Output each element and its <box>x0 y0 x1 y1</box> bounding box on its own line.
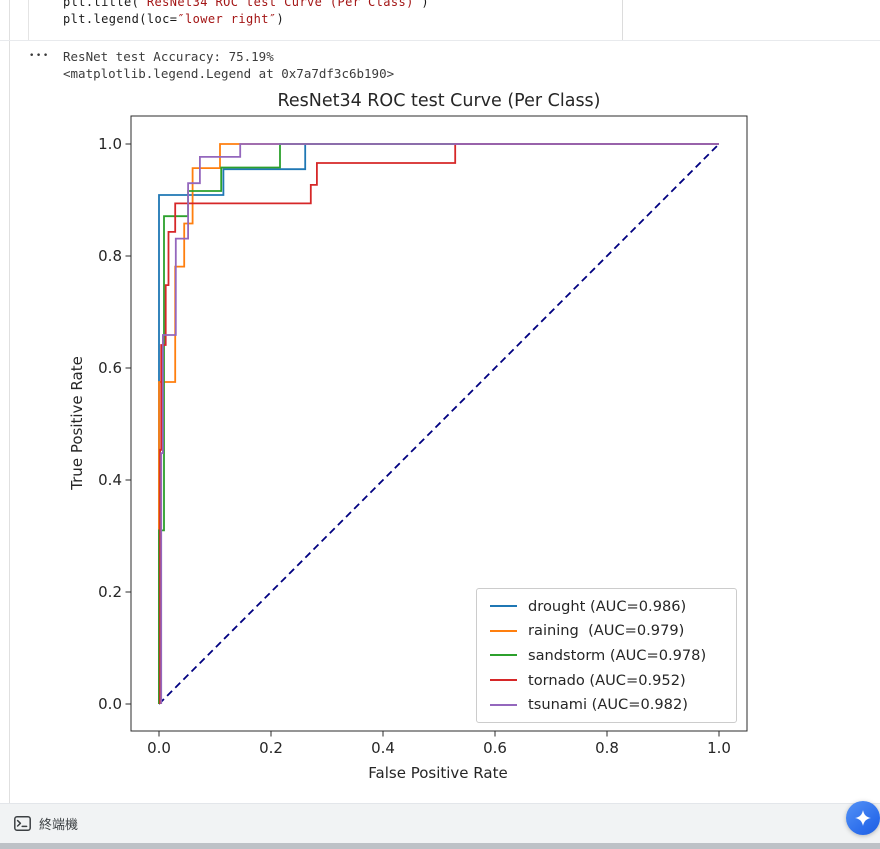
x-tick-label: 0.2 <box>259 739 283 757</box>
roc-curve-tornado <box>159 143 719 704</box>
x-axis-label: False Positive Rate <box>368 764 508 782</box>
chance-line <box>158 143 720 705</box>
chart-title: ResNet34 ROC test Curve (Per Class) <box>277 91 601 111</box>
legend-item-tsunami: tsunami (AUC=0.982) <box>490 692 736 717</box>
legend-label: tornado (AUC=0.952) <box>528 671 686 689</box>
legend-line-sample <box>490 605 517 608</box>
terminal-icon <box>14 816 31 831</box>
legend-label: sandstorm (AUC=0.978) <box>528 646 707 664</box>
code-cell-left-border <box>28 0 29 40</box>
legend-item-raining: raining (AUC=0.979) <box>490 619 736 644</box>
code-line-2[interactable]: plt.legend(loc=″lower right″) <box>63 12 284 26</box>
code-suffix: ) <box>421 0 429 9</box>
code-string-literal: ″lower right″ <box>177 12 277 26</box>
roc-curve-tsunami <box>160 143 719 704</box>
window-bottom-strip <box>0 843 880 849</box>
legend: drought (AUC=0.986) raining (AUC=0.979) sa… <box>476 588 737 723</box>
terminal-button[interactable]: 終端機 <box>14 814 78 833</box>
y-tick-label: 0.2 <box>98 583 122 601</box>
y-axis-label: True Positive Rate <box>68 356 86 490</box>
x-tick-label: 0.6 <box>483 739 507 757</box>
output-collapse-marker[interactable]: ••• <box>29 51 50 61</box>
cell-gutter-line <box>9 0 10 803</box>
y-tick-label: 0.0 <box>98 695 122 713</box>
x-tick-label: 0.8 <box>595 739 619 757</box>
sparkle-icon <box>855 810 871 826</box>
y-tick-label: 0.4 <box>98 471 122 489</box>
legend-item-drought: drought (AUC=0.986) <box>490 594 736 619</box>
cell-output-divider <box>0 40 880 41</box>
legend-item-tornado: tornado (AUC=0.952) <box>490 668 736 693</box>
output-text-accuracy: ResNet test Accuracy: 75.19% <box>63 49 274 64</box>
y-tick-label: 0.8 <box>98 247 122 265</box>
terminal-label: 終端機 <box>39 817 79 832</box>
legend-line-sample <box>490 629 517 632</box>
legend-label: drought (AUC=0.986) <box>528 597 687 615</box>
code-cell-right-border <box>622 0 623 40</box>
code-line-1[interactable]: plt.title(″ResNet34 ROC test Curve (Per … <box>63 0 429 9</box>
x-tick-label: 1.0 <box>707 739 731 757</box>
code-prefix: plt.legend(loc= <box>63 12 178 26</box>
footer-bar: 終端機 <box>0 803 880 843</box>
axes-frame <box>130 115 748 732</box>
legend-label: raining (AUC=0.979) <box>528 622 685 640</box>
code-suffix: ) <box>276 12 285 26</box>
y-tick-label: 0.6 <box>98 359 122 377</box>
x-tick-label: 0.4 <box>371 739 395 757</box>
legend-line-sample <box>490 654 517 657</box>
legend-label: tsunami (AUC=0.982) <box>528 696 688 714</box>
roc-curve-raining <box>158 143 719 704</box>
legend-line-sample <box>490 679 517 682</box>
legend-line-sample <box>490 703 517 706</box>
y-tick-label: 1.0 <box>98 135 122 153</box>
x-tick-label: 0.0 <box>147 739 171 757</box>
roc-plot <box>125 115 748 737</box>
code-prefix: plt.title( <box>63 0 140 9</box>
output-text-legend-repr: <matplotlib.legend.Legend at 0x7a7df3c6b… <box>63 66 395 81</box>
ai-assistant-button[interactable] <box>846 801 880 835</box>
code-string-literal: ″ResNet34 ROC test Curve (Per Class)″ <box>139 0 422 9</box>
legend-item-sandstorm: sandstorm (AUC=0.978) <box>490 643 736 668</box>
